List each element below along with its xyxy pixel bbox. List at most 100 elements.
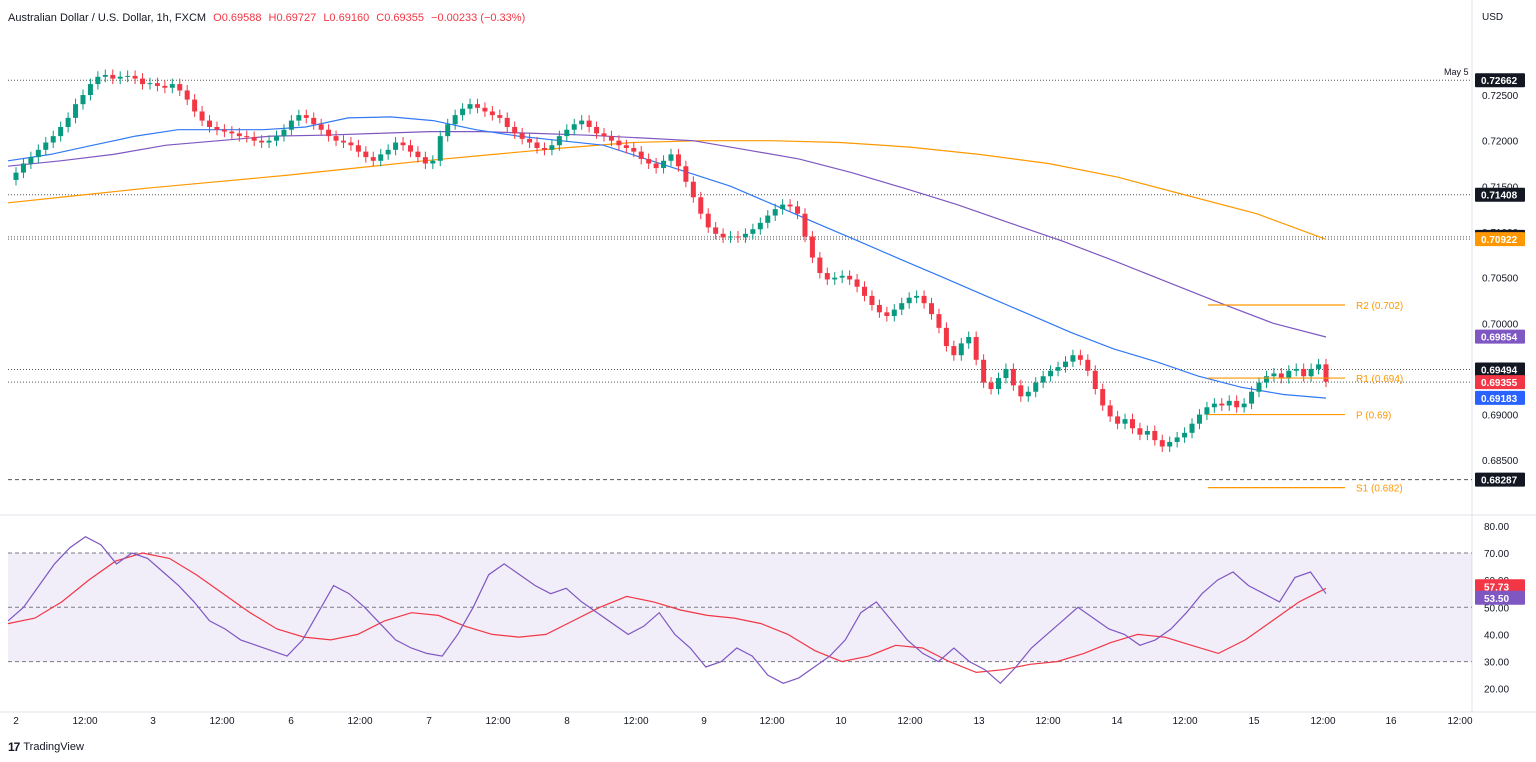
ohlc-high: H0.69727 (268, 12, 317, 24)
candle-body (571, 124, 577, 130)
candle-body (1271, 373, 1277, 377)
candle-body (132, 75, 138, 79)
currency-label: USD (1482, 12, 1503, 23)
candle-body (1286, 370, 1292, 379)
tradingview-brand[interactable]: 17 TradingView (8, 740, 84, 754)
brand-name: TradingView (23, 741, 84, 753)
time-tick-label: 10 (835, 716, 847, 727)
candle-body (556, 136, 562, 146)
candle-body (780, 204, 786, 210)
candle-body (1003, 368, 1009, 379)
candle-body (140, 78, 146, 85)
time-tick-label: 9 (701, 716, 707, 727)
candle-body (564, 129, 570, 137)
candle-body (1062, 361, 1068, 368)
candle-body (311, 117, 317, 125)
time-tick-label: 12:00 (897, 716, 922, 727)
ohlc-low: L0.69160 (323, 12, 370, 24)
pivot-label: S1 (0.682) (1356, 484, 1403, 495)
candle-body (214, 126, 220, 130)
candle-body (594, 126, 600, 134)
candle-body (288, 120, 294, 130)
candle-body (1323, 364, 1329, 382)
candle-body (58, 126, 64, 137)
candle-body (884, 312, 890, 316)
candle-body (1040, 376, 1046, 383)
candle-body (527, 138, 533, 143)
candle-body (1174, 437, 1180, 442)
candle-body (430, 160, 436, 164)
candle-body (296, 115, 302, 121)
ma-purple-line (7, 131, 1327, 338)
candle-body (742, 233, 748, 238)
candle-body (422, 157, 428, 164)
candle-body (236, 133, 242, 137)
candle-body (1234, 400, 1240, 408)
candle-body (579, 120, 585, 125)
price-tick-label: 0.72500 (1482, 91, 1519, 102)
price-tag-label: 0.70922 (1481, 235, 1518, 246)
rsi-tag-box (1475, 579, 1525, 594)
price-tag-label: 0.69183 (1481, 394, 1518, 405)
candle-body (460, 108, 466, 116)
candle-body (1018, 385, 1024, 397)
candle-body (765, 215, 771, 223)
rsi-tick-label: 20.00 (1484, 685, 1509, 696)
candle-body (482, 107, 488, 112)
candle-body (683, 166, 689, 182)
candle-body (1092, 370, 1098, 390)
pivot-label: P (0.69) (1356, 411, 1391, 422)
symbol-title[interactable]: Australian Dollar / U.S. Dollar, 1h, FXC… (8, 12, 207, 24)
price-tag-box (1475, 329, 1525, 344)
time-tick-label: 12:00 (72, 716, 97, 727)
candle-body (341, 140, 346, 143)
candle-body (259, 140, 265, 143)
ohlc-close: C0.69355 (376, 12, 424, 24)
candle-body (728, 236, 734, 238)
candle-body (192, 99, 198, 112)
candle-body (1085, 359, 1091, 371)
candle-body (147, 83, 153, 85)
price-tag-box (1475, 187, 1525, 202)
candle-body (534, 142, 540, 148)
rsi-ma-line (7, 552, 1327, 674)
candle-body (407, 145, 413, 152)
candle-body (549, 145, 555, 150)
candle-body (720, 233, 726, 238)
candle-body (1159, 440, 1165, 447)
candle-body (1204, 407, 1210, 415)
candle-body (1152, 431, 1158, 441)
price-tick-label: 0.68500 (1482, 456, 1519, 467)
candle-body (608, 136, 614, 141)
legend-header: Australian Dollar / U.S. Dollar, 1h, FXC… (8, 12, 529, 24)
candle-body (653, 163, 659, 169)
time-tick-label: 12:00 (485, 716, 510, 727)
candle-body (326, 129, 332, 137)
tradingview-logo-icon: 17 (8, 740, 20, 754)
candle-body (1189, 423, 1195, 433)
candle-body (757, 222, 763, 230)
candle-body (1077, 355, 1083, 360)
candle-body (95, 76, 101, 85)
candle-body (73, 104, 79, 118)
candle-body (363, 151, 369, 158)
candle-body (817, 257, 823, 274)
candle-body (445, 124, 451, 137)
candle-body (646, 158, 652, 164)
candle-body (839, 275, 845, 278)
rsi-tick-label: 80.00 (1484, 522, 1509, 533)
candle-body (668, 154, 674, 161)
rsi-tick-label: 50.00 (1484, 603, 1509, 614)
candle-body (1241, 403, 1247, 408)
time-tick-label: 12:00 (623, 716, 648, 727)
time-tick-label: 2 (13, 716, 19, 727)
candle-body (1070, 355, 1076, 362)
candle-body (936, 314, 942, 328)
rsi-line (7, 535, 1327, 685)
candle-body (943, 327, 949, 347)
candle-body (393, 142, 399, 150)
candle-body (1137, 428, 1143, 435)
candle-body (1122, 419, 1128, 424)
rsi-tag-label: 57.73 (1484, 582, 1509, 593)
